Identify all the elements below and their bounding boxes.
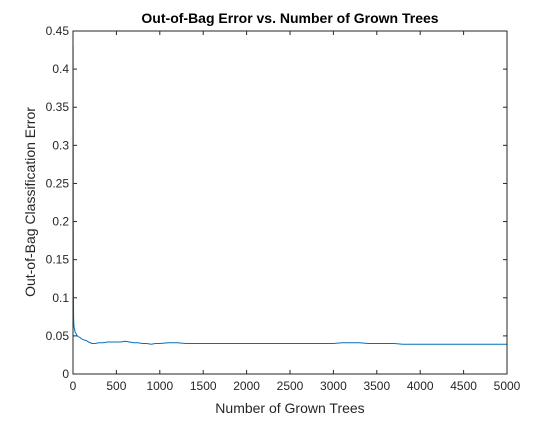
y-tick-label: 0.4: [52, 62, 69, 76]
y-axis-ticks: 0 0.05 0.1 0.15 0.2 0.25 0.3 0.35 0.4 0.45: [46, 24, 507, 381]
axes-box: [72, 30, 508, 375]
x-tick-label: 1000: [146, 379, 173, 393]
x-tick-label: 3500: [363, 379, 390, 393]
x-tick-label: 0: [70, 379, 77, 393]
x-tick-label: 4500: [450, 379, 477, 393]
x-tick-label: 2000: [233, 379, 260, 393]
y-tick-label: 0.05: [46, 329, 70, 343]
y-tick-label: 0.15: [46, 253, 70, 267]
x-axis-label: Number of Grown Trees: [215, 400, 364, 416]
series-layer: [72, 46, 507, 345]
x-axis-ticks: 0 500 1000 1500 2000 2500 3000 3500 4000 4500 5000: [70, 31, 521, 393]
y-tick-label: 0.3: [52, 138, 69, 152]
x-tick-label: 1500: [190, 379, 217, 393]
x-tick-label: 5000: [494, 379, 521, 393]
y-tick-label: 0.1: [52, 291, 69, 305]
y-tick-label: 0.45: [46, 24, 70, 38]
series-line-0: [72, 46, 507, 345]
y-axis-label: Out-of-Bag Classification Error: [22, 107, 38, 297]
x-tick-label: 3000: [320, 379, 347, 393]
y-tick-label: 0.35: [46, 100, 70, 114]
chart-title: Out-of-Bag Error vs. Number of Grown Tre…: [141, 10, 438, 26]
x-tick-label: 4000: [407, 379, 434, 393]
y-tick-label: 0.25: [46, 176, 70, 190]
x-tick-label: 500: [106, 379, 126, 393]
x-tick-label: 2500: [277, 379, 304, 393]
y-tick-label: 0: [62, 367, 69, 381]
y-tick-label: 0.2: [52, 215, 69, 229]
plot-area: [73, 31, 507, 374]
